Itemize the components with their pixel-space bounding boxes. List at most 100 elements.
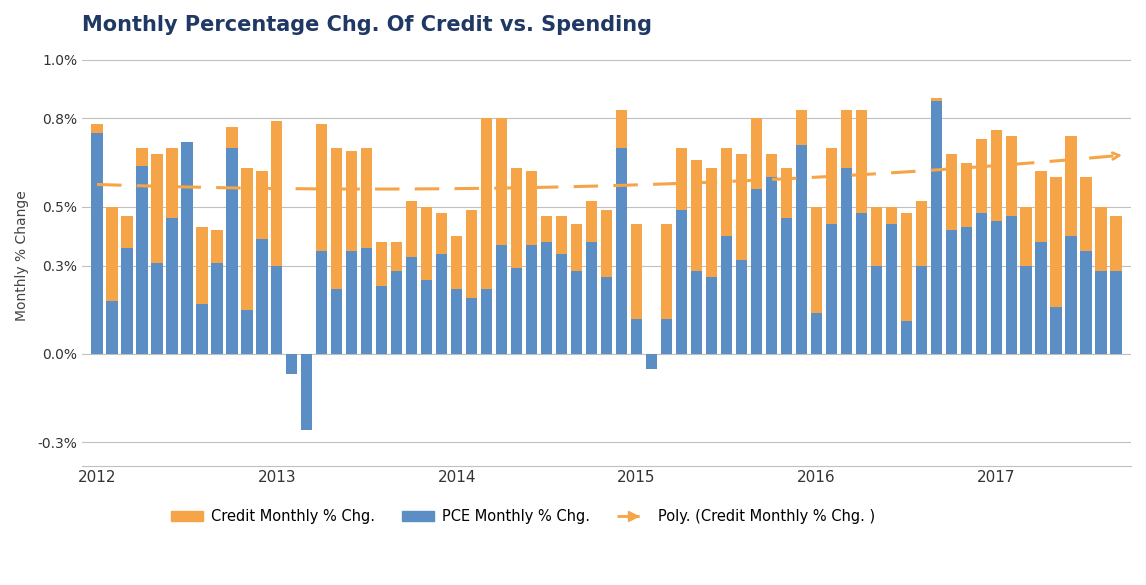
Bar bbox=[615, 148, 627, 354]
Bar bbox=[1110, 215, 1122, 354]
Bar bbox=[901, 321, 912, 354]
Bar bbox=[886, 225, 897, 354]
Bar bbox=[107, 301, 118, 354]
Bar bbox=[511, 269, 523, 354]
Bar bbox=[437, 212, 447, 354]
Bar bbox=[631, 225, 642, 354]
Bar bbox=[496, 245, 508, 354]
Bar bbox=[121, 248, 133, 354]
Bar bbox=[975, 212, 987, 354]
Bar bbox=[151, 154, 163, 354]
Bar bbox=[316, 125, 328, 354]
Bar bbox=[766, 177, 777, 354]
Bar bbox=[166, 218, 178, 354]
Bar bbox=[511, 168, 523, 354]
Bar bbox=[960, 163, 972, 354]
Bar bbox=[92, 133, 103, 354]
Bar bbox=[226, 148, 237, 354]
Bar bbox=[272, 266, 283, 354]
Bar bbox=[691, 271, 702, 354]
Bar bbox=[661, 225, 672, 354]
Bar bbox=[541, 215, 552, 354]
Bar bbox=[1005, 136, 1017, 354]
Bar bbox=[1066, 236, 1077, 354]
Bar bbox=[391, 271, 402, 354]
Bar bbox=[452, 236, 462, 354]
Bar bbox=[721, 236, 732, 354]
Bar bbox=[841, 168, 851, 354]
Bar bbox=[466, 209, 477, 354]
Bar bbox=[751, 189, 762, 354]
Bar bbox=[676, 209, 688, 354]
Bar bbox=[481, 118, 493, 354]
Bar bbox=[841, 109, 851, 354]
Bar bbox=[556, 215, 567, 354]
Bar bbox=[1051, 177, 1061, 354]
Bar bbox=[706, 168, 717, 354]
Bar bbox=[331, 148, 343, 354]
Bar bbox=[646, 354, 657, 369]
Bar bbox=[272, 121, 283, 354]
Bar bbox=[871, 207, 882, 354]
Bar bbox=[615, 109, 627, 354]
Bar bbox=[886, 207, 897, 354]
Bar bbox=[766, 154, 777, 354]
Bar bbox=[1036, 242, 1046, 354]
Bar bbox=[676, 148, 688, 354]
Bar bbox=[181, 148, 193, 354]
Bar bbox=[706, 277, 717, 354]
Bar bbox=[871, 266, 882, 354]
Bar bbox=[931, 98, 942, 354]
Bar bbox=[990, 221, 1002, 354]
Bar bbox=[571, 271, 582, 354]
Bar bbox=[601, 277, 612, 354]
Bar bbox=[795, 145, 807, 354]
Bar bbox=[1110, 271, 1122, 354]
Bar bbox=[452, 289, 462, 354]
Bar bbox=[376, 286, 387, 354]
Bar bbox=[346, 151, 358, 354]
Bar bbox=[721, 148, 732, 354]
Bar bbox=[361, 248, 372, 354]
Bar bbox=[92, 125, 103, 354]
Bar bbox=[107, 207, 118, 354]
Text: Monthly Percentage Chg. Of Credit vs. Spending: Monthly Percentage Chg. Of Credit vs. Sp… bbox=[83, 15, 652, 35]
Bar bbox=[301, 354, 313, 431]
Bar bbox=[646, 354, 657, 366]
Bar bbox=[1081, 177, 1092, 354]
Bar bbox=[406, 257, 417, 354]
Bar bbox=[1096, 271, 1107, 354]
Bar bbox=[945, 154, 957, 354]
Bar bbox=[795, 109, 807, 354]
Bar bbox=[242, 168, 252, 354]
Bar bbox=[316, 251, 328, 354]
Bar bbox=[376, 242, 387, 354]
Bar bbox=[901, 212, 912, 354]
Bar bbox=[166, 148, 178, 354]
Bar bbox=[571, 225, 582, 354]
Bar bbox=[136, 166, 148, 354]
Bar bbox=[810, 207, 822, 354]
Bar bbox=[1096, 207, 1107, 354]
Bar bbox=[960, 228, 972, 354]
Bar bbox=[211, 263, 222, 354]
Bar bbox=[151, 263, 163, 354]
Bar bbox=[196, 304, 207, 354]
Legend: Credit Monthly % Chg., PCE Monthly % Chg., Poly. (Credit Monthly % Chg. ): Credit Monthly % Chg., PCE Monthly % Chg… bbox=[165, 503, 880, 530]
Bar bbox=[916, 201, 927, 354]
Bar bbox=[780, 218, 792, 354]
Bar bbox=[391, 242, 402, 354]
Bar bbox=[631, 318, 642, 354]
Bar bbox=[856, 212, 866, 354]
Bar bbox=[226, 128, 237, 354]
Bar bbox=[810, 312, 822, 354]
Bar bbox=[736, 154, 747, 354]
Bar bbox=[526, 171, 537, 354]
Bar bbox=[196, 228, 207, 354]
Bar bbox=[931, 101, 942, 354]
Bar bbox=[825, 148, 837, 354]
Bar bbox=[916, 266, 927, 354]
Bar bbox=[421, 280, 432, 354]
Bar bbox=[331, 289, 343, 354]
Bar bbox=[346, 251, 358, 354]
